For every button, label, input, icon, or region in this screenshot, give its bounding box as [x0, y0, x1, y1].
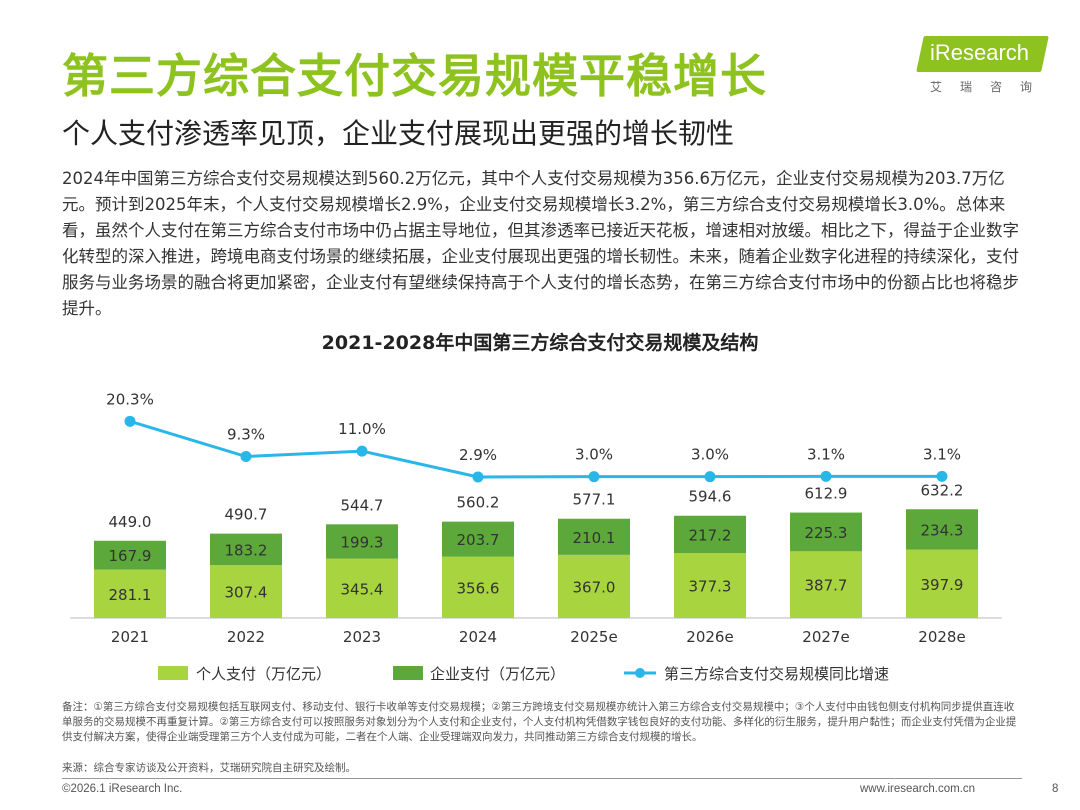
label-total-2026e: 594.6: [689, 488, 732, 506]
growth-point-2021: [124, 415, 136, 427]
bar-personal-2025e: [558, 554, 630, 618]
growth-label-2024: 2.9%: [459, 446, 497, 464]
x-tick-2022: 2022: [227, 628, 265, 646]
x-tick-2026e: 2026e: [686, 628, 733, 646]
growth-label-2021: 20.3%: [106, 390, 154, 408]
label-personal-2021: 281.1: [109, 586, 152, 604]
bar-line-chart: 281.1 167.9 449.0 2021 307.4 183.2 490.7 2022 34…: [70, 390, 1002, 683]
label-total-2028e: 632.2: [921, 481, 964, 499]
label-total-2021: 449.0: [109, 513, 152, 531]
legend-label-growth: 第三方综合支付交易规模同比增速: [664, 665, 889, 683]
bar-enterprise-2027e: [790, 512, 862, 552]
legend-label-personal: 个人支付（万亿元）: [196, 665, 331, 683]
page-number: 8: [1052, 783, 1059, 795]
label-personal-2026e: 377.3: [689, 578, 732, 596]
x-tick-2025e: 2025e: [570, 628, 617, 646]
footer-url: www.iresearch.com.cn: [860, 783, 976, 795]
bar-personal-2024: [442, 556, 514, 618]
label-enterprise-2027e: 225.3: [805, 524, 848, 542]
growth-label-2027e: 3.1%: [807, 445, 845, 463]
growth-point-2022: [240, 451, 252, 463]
growth-label-2025e: 3.0%: [575, 446, 613, 464]
bar-enterprise-2024: [442, 521, 514, 557]
legend-marker-growth: [635, 668, 645, 678]
legend-swatch-enterprise: [393, 666, 423, 680]
label-enterprise-2025e: 210.1: [573, 529, 616, 547]
legend-swatch-personal: [158, 666, 188, 680]
label-total-2027e: 612.9: [805, 485, 848, 503]
label-enterprise-2022: 183.2: [225, 541, 268, 559]
label-total-2024: 560.2: [457, 494, 500, 512]
bar-personal-2023: [326, 558, 398, 618]
label-total-2022: 490.7: [225, 506, 268, 524]
label-personal-2022: 307.4: [225, 584, 268, 602]
bar-personal-2022: [210, 565, 282, 618]
page-subtitle: 个人支付渗透率见顶，企业支付展现出更强的增长韧性: [62, 117, 735, 150]
x-tick-2023: 2023: [343, 628, 381, 646]
growth-label-2022: 9.3%: [227, 426, 265, 444]
growth-point-2023: [356, 445, 368, 457]
growth-label-2028e: 3.1%: [923, 445, 961, 463]
chart-note: 备注：①第三方综合支付交易规模包括互联网支付、移动支付、银行卡收单等支付交易规模…: [62, 701, 1017, 743]
x-tick-2024: 2024: [459, 628, 497, 646]
label-personal-2024: 356.6: [457, 579, 500, 597]
label-personal-2023: 345.4: [341, 580, 384, 598]
growth-point-2026e: [704, 471, 716, 483]
label-personal-2028e: 397.9: [921, 576, 964, 594]
label-enterprise-2021: 167.9: [109, 547, 152, 565]
summary-paragraph: 2024年中国第三方综合支付交易规模达到560.2万亿元，其中个人支付交易规模为…: [62, 169, 1019, 318]
logo-cn-text: 艾瑞咨询: [930, 80, 1051, 94]
label-personal-2027e: 387.7: [805, 577, 848, 595]
bar-personal-2028e: [906, 549, 978, 618]
label-enterprise-2024: 203.7: [457, 531, 500, 549]
growth-point-2025e: [588, 471, 600, 483]
bar-enterprise-2025e: [558, 518, 630, 555]
label-enterprise-2028e: 234.3: [921, 521, 964, 539]
bar-personal-2027e: [790, 551, 862, 618]
growth-label-2023: 11.0%: [338, 420, 386, 438]
bar-enterprise-2028e: [906, 509, 978, 550]
x-tick-2028e: 2028e: [918, 628, 965, 646]
footer-divider: [62, 778, 1022, 779]
growth-point-2024: [472, 471, 484, 483]
growth-point-2027e: [820, 470, 832, 482]
iresearch-logo: iResearch 艾瑞咨询: [916, 36, 1052, 96]
growth-point-2028e: [936, 470, 948, 482]
bar-enterprise-2026e: [674, 515, 746, 554]
bar-enterprise-2023: [326, 524, 398, 559]
page-title: 第三方综合支付交易规模平稳增长: [62, 49, 767, 103]
growth-rate-line: [129, 419, 942, 479]
bar-personal-2026e: [674, 553, 746, 618]
x-tick-2021: 2021: [111, 628, 149, 646]
label-enterprise-2023: 199.3: [341, 533, 384, 551]
label-enterprise-2026e: 217.2: [689, 526, 732, 544]
chart-source: 来源：综合专家访谈及公开资料，艾瑞研究院自主研究及绘制。: [62, 762, 356, 774]
chart-title: 2021-2028年中国第三方综合支付交易规模及结构: [321, 332, 759, 354]
legend-label-enterprise: 企业支付（万亿元）: [430, 665, 565, 683]
bar-enterprise-2021: [94, 540, 166, 570]
logo-text: iResearch: [930, 40, 1030, 65]
bar-personal-2021: [94, 569, 166, 618]
bar-enterprise-2022: [210, 533, 282, 566]
label-total-2025e: 577.1: [573, 491, 616, 509]
label-total-2023: 544.7: [341, 496, 384, 514]
x-tick-2027e: 2027e: [802, 628, 849, 646]
footer-copyright: ©2026.1 iResearch Inc.: [62, 783, 183, 795]
growth-label-2026e: 3.0%: [691, 446, 729, 464]
label-personal-2025e: 367.0: [573, 578, 616, 596]
